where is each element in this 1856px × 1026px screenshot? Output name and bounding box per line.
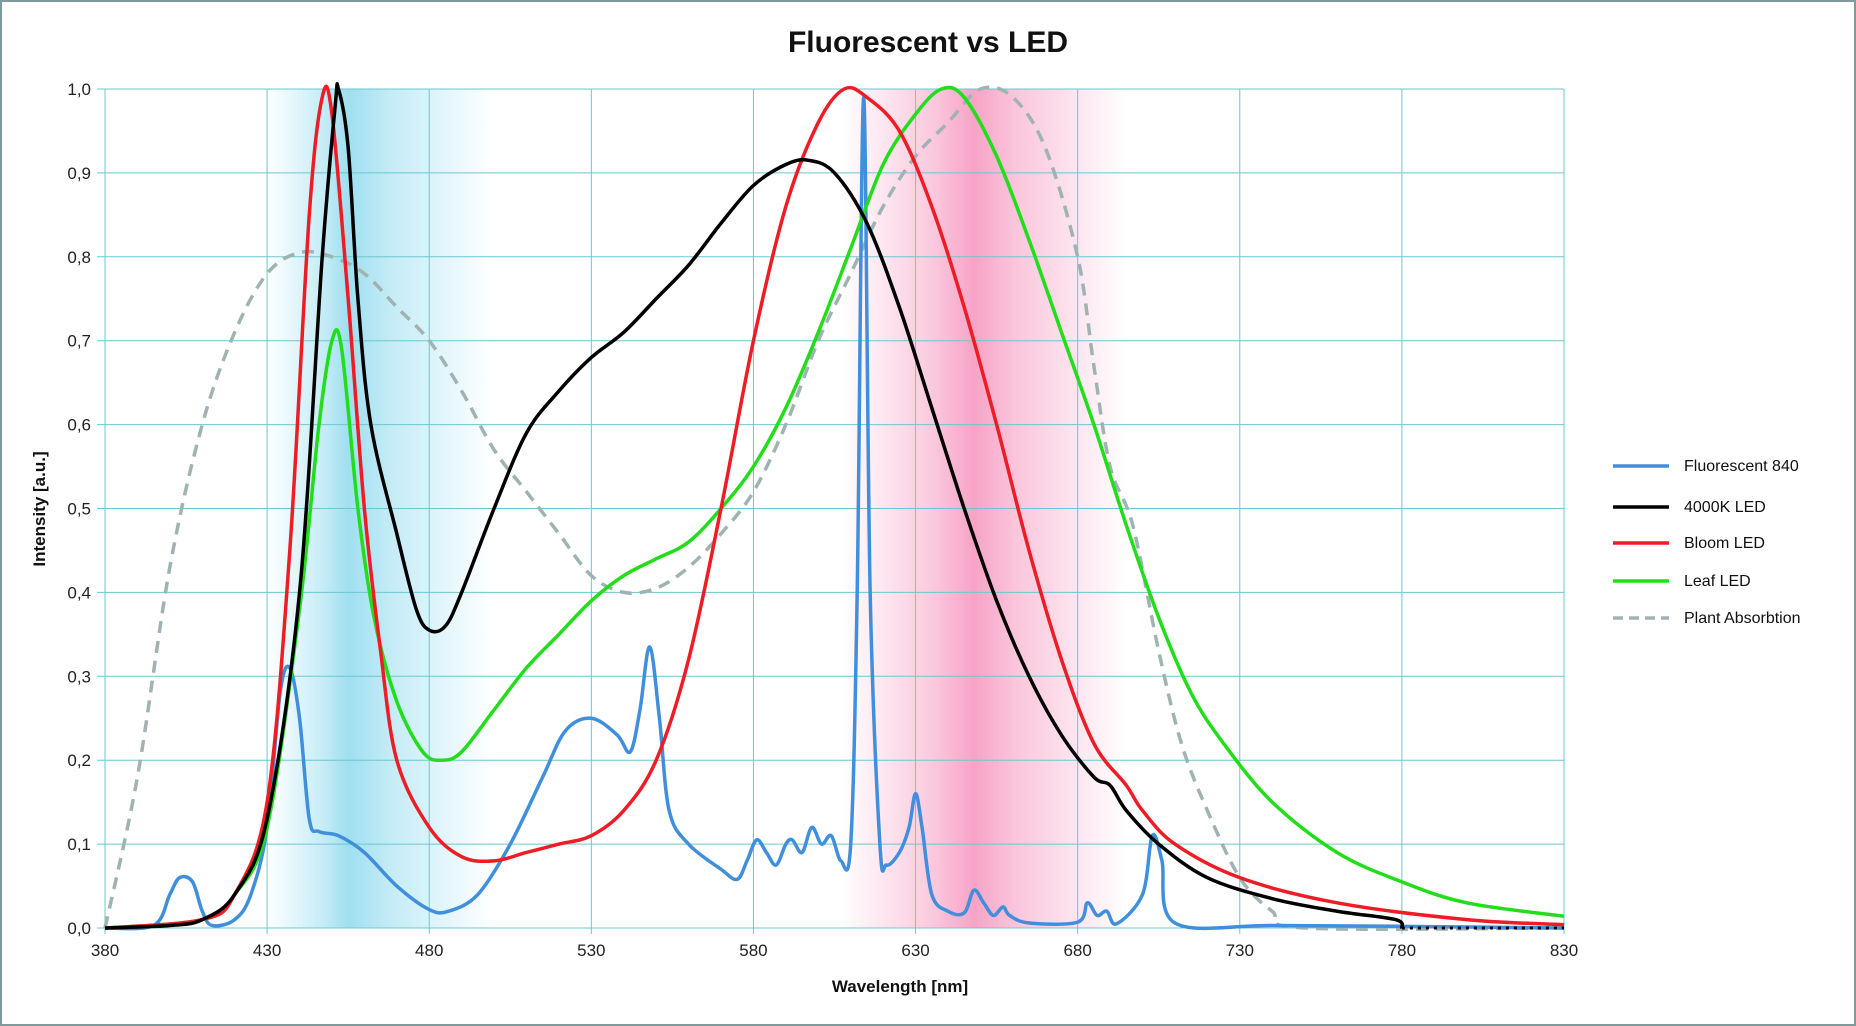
x-tick-label: 580 bbox=[739, 941, 767, 960]
legend-item-plant-absorbtion: Plant Absorbtion bbox=[1613, 610, 1801, 627]
legend-item-leaf-led: Leaf LED bbox=[1613, 573, 1751, 590]
x-tick-label: 430 bbox=[253, 941, 281, 960]
x-tick-label: 780 bbox=[1388, 941, 1416, 960]
y-tick-label: 0,1 bbox=[67, 835, 91, 854]
series-fluorescent-840-line bbox=[104, 95, 1565, 931]
legend-item-4000k-led: 4000K LED bbox=[1613, 499, 1766, 516]
x-tick-label: 380 bbox=[91, 941, 119, 960]
legend-item-bloom-led: Bloom LED bbox=[1613, 535, 1765, 552]
legend-label: 4000K LED bbox=[1684, 499, 1766, 516]
x-tick-label: 680 bbox=[1063, 941, 1091, 960]
x-tick-label: 530 bbox=[577, 941, 605, 960]
y-tick-label: 0,0 bbox=[67, 919, 91, 938]
y-tick-label: 0,6 bbox=[67, 416, 91, 435]
legend-label: Plant Absorbtion bbox=[1684, 610, 1801, 627]
chart-title: Fluorescent vs LED bbox=[788, 26, 1068, 59]
legend-label: Fluorescent 840 bbox=[1684, 458, 1799, 475]
legend-item-fluorescent-840: Fluorescent 840 bbox=[1613, 458, 1799, 475]
x-tick-label: 630 bbox=[901, 941, 929, 960]
series-bloom-led-line bbox=[104, 84, 1565, 930]
y-tick-label: 0,7 bbox=[67, 332, 91, 351]
legend: Fluorescent 840 4000K LED Bloom LED Leaf LE… bbox=[1613, 458, 1801, 627]
y-tick-label: 0,8 bbox=[67, 248, 91, 267]
series-plant-absorbtion-line bbox=[103, 85, 1565, 931]
y-axis-label: Intensity [a.u.] bbox=[30, 451, 49, 566]
y-tick-label: 0,4 bbox=[67, 583, 91, 602]
y-tick-label: 0,5 bbox=[67, 500, 91, 519]
x-axis-label: Wavelength [nm] bbox=[832, 977, 968, 996]
x-tick-label: 830 bbox=[1550, 941, 1578, 960]
legend-label: Bloom LED bbox=[1684, 535, 1765, 552]
y-tick-label: 0,2 bbox=[67, 751, 91, 770]
legend-label: Leaf LED bbox=[1684, 573, 1751, 590]
y-tick-label: 0,3 bbox=[67, 667, 91, 686]
series-4000k-led-line bbox=[104, 82, 1405, 930]
y-tick-label: 1,0 bbox=[67, 80, 91, 99]
y-tick-label: 0,9 bbox=[67, 164, 91, 183]
x-tick-label: 730 bbox=[1226, 941, 1254, 960]
x-tick-label: 480 bbox=[415, 941, 443, 960]
